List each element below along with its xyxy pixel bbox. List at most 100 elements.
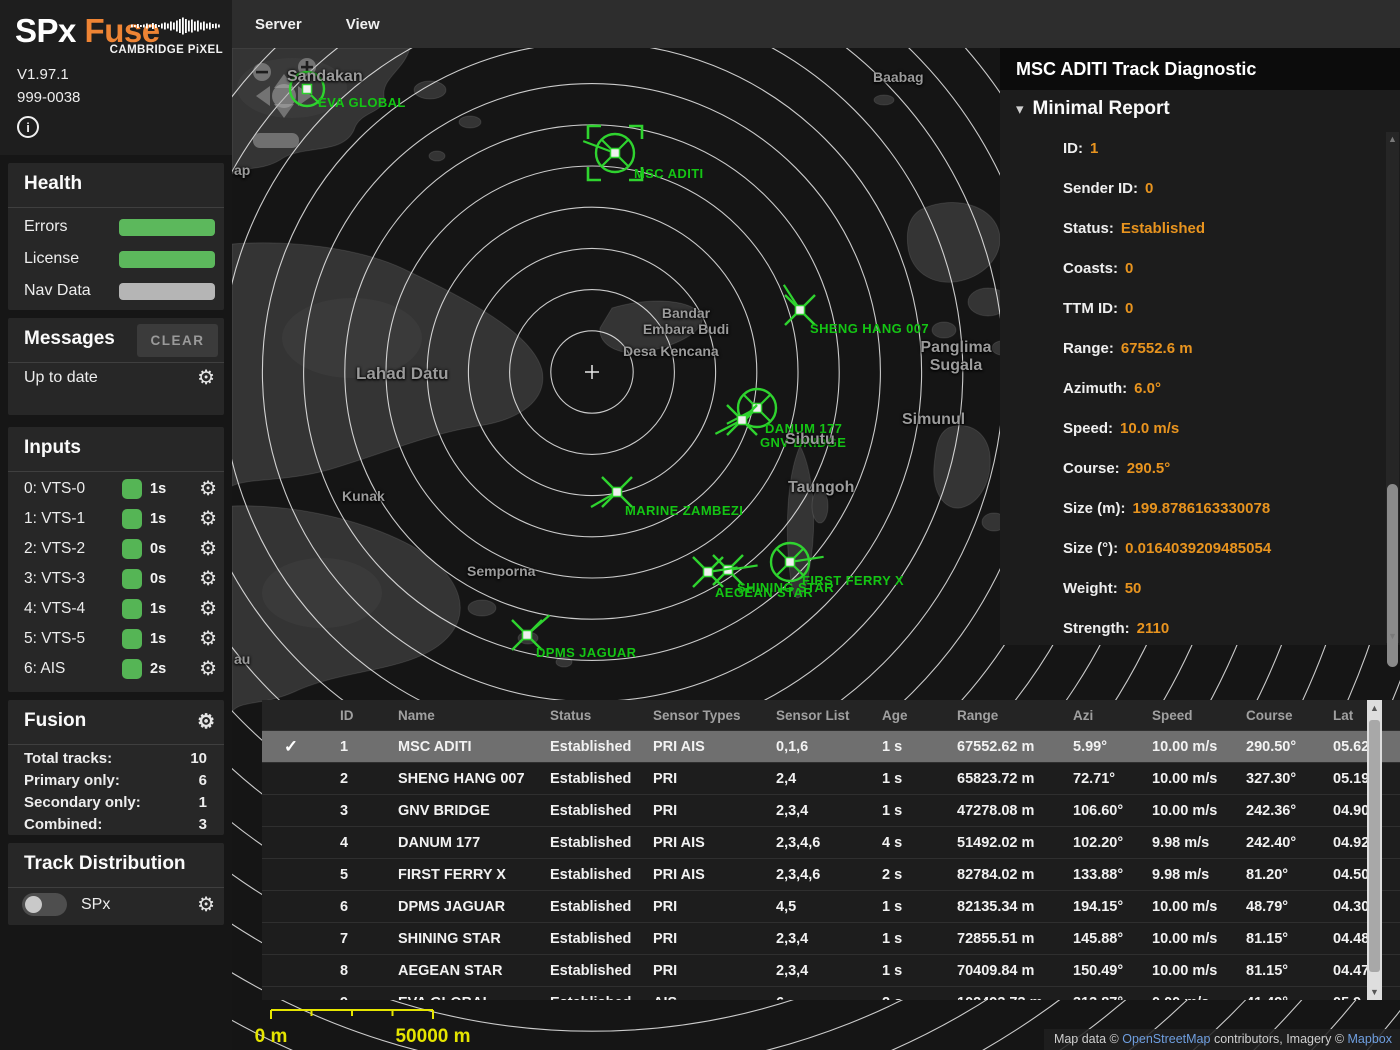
column-header[interactable]: Name: [398, 707, 435, 723]
gear-icon[interactable]: ⚙: [197, 367, 215, 389]
diagnostic-field: Range: 67552.6 m: [1063, 328, 1380, 368]
diagnostic-scrollbar[interactable]: ▲ ▼: [1386, 132, 1399, 667]
table-row[interactable]: 2 SHENG HANG 007 Established PRI 2,4 1 s 65823…: [262, 762, 1400, 794]
pan-right-button[interactable]: [298, 86, 312, 106]
errors-status-bar: [119, 218, 215, 236]
map-pan-zoom-controls[interactable]: [253, 58, 316, 148]
cell-course: 41.49°: [1246, 995, 1333, 1001]
spx-toggle[interactable]: [22, 893, 67, 916]
track-symbol-msc-aditi[interactable]: [582, 124, 644, 182]
field-value: 10.0 m/s: [1120, 419, 1180, 437]
minimal-report-header[interactable]: ▾ Minimal Report: [1016, 98, 1170, 120]
cell-age: 2 s: [882, 995, 957, 1001]
input-row: 0: VTS-0 1s ⚙: [24, 474, 217, 504]
cell-types: PRI AIS: [653, 834, 705, 851]
openstreetmap-link[interactable]: OpenStreetMap: [1122, 1032, 1211, 1046]
table-row[interactable]: 9EVA GLOBALEstablishedAIS62 s102493.73 m…: [262, 986, 1400, 1000]
diagnostic-field: ID: 1: [1063, 128, 1380, 168]
column-header[interactable]: Range: [957, 707, 999, 723]
table-row[interactable]: ✓ 1 MSC ADITI Established PRI AIS 0,1,6 1 s 675…: [262, 730, 1400, 762]
track-symbol-aegean-star[interactable]: [692, 556, 738, 588]
scroll-up-icon[interactable]: ▲: [1370, 703, 1379, 713]
fusion-row: Primary only: 6: [24, 769, 207, 791]
gear-icon[interactable]: ⚙: [197, 711, 215, 733]
minus-icon: [256, 70, 268, 74]
cell-lat: 05.9: [1333, 995, 1400, 1001]
cell-azi: 145.88°: [1073, 930, 1124, 947]
cell-name: MSC ADITI: [398, 738, 472, 755]
scroll-down-icon[interactable]: ▼: [1388, 631, 1397, 641]
pan-down-button[interactable]: [274, 104, 294, 118]
table-row[interactable]: 3 GNV BRIDGE Established PRI 2,3,4 1 s 47278.0…: [262, 794, 1400, 826]
pan-up-button[interactable]: [274, 74, 294, 88]
chevron-down-icon: ▾: [1016, 101, 1024, 118]
diagnostic-field: Weight: 50: [1063, 568, 1380, 608]
clear-button[interactable]: CLEAR: [137, 324, 218, 357]
info-icon[interactable]: i: [17, 116, 39, 138]
column-header[interactable]: Status: [550, 707, 592, 723]
gear-icon[interactable]: ⚙: [199, 508, 217, 530]
menu-bar: Server View: [232, 0, 1400, 48]
gear-icon[interactable]: ⚙: [199, 478, 217, 500]
table-scrollbar[interactable]: ▲ ▼: [1367, 700, 1382, 1000]
cell-age: 4 s: [882, 834, 903, 851]
gear-icon[interactable]: ⚙: [197, 893, 215, 916]
table-row[interactable]: 4 DANUM 177 Established PRI AIS 2,3,4,6 4 s 51…: [262, 826, 1400, 858]
column-header[interactable]: Course: [1246, 707, 1293, 723]
gear-icon[interactable]: ⚙: [199, 538, 217, 560]
track-label: SHENG HANG 007: [810, 321, 929, 336]
track-symbol-first-ferry-x[interactable]: [769, 541, 824, 583]
health-label: Nav Data: [24, 282, 91, 299]
input-status-indicator: [122, 629, 142, 649]
table-row[interactable]: 6 DPMS JAGUAR Established PRI 4,5 1 s 82135.34…: [262, 890, 1400, 922]
cell-age: 1 s: [882, 802, 903, 819]
track-symbol-eva-global[interactable]: [288, 70, 326, 108]
track-symbol-gnv-bridge[interactable]: [714, 404, 758, 436]
menu-item-server[interactable]: Server: [255, 15, 302, 33]
cell-name: AEGEAN STAR: [398, 962, 503, 979]
fusion-label: Combined:: [24, 815, 103, 833]
cell-speed: 10.00 m/s: [1152, 962, 1218, 979]
input-status-indicator: [122, 509, 142, 529]
track-table: ID Name Status Sensor Types Sensor List Age Ra…: [262, 700, 1400, 1000]
scroll-up-icon[interactable]: ▲: [1388, 134, 1397, 144]
input-label: 5: VTS-5: [24, 630, 86, 647]
column-header[interactable]: Sensor List: [776, 707, 850, 723]
column-header[interactable]: Age: [882, 707, 908, 723]
cell-lat: 05.62: [1333, 738, 1370, 755]
field-value: 199.8786163330078: [1132, 499, 1271, 517]
map-control-pill[interactable]: [253, 133, 299, 148]
cell-id: 1: [340, 738, 349, 755]
scrollbar-thumb[interactable]: [1387, 484, 1398, 667]
gear-icon[interactable]: ⚙: [199, 628, 217, 650]
input-age: 1s: [150, 481, 167, 497]
column-header[interactable]: ID: [340, 707, 354, 723]
fusion-panel: Fusion ⚙ Total tracks: 10 Primary only: 6 Se…: [8, 700, 224, 835]
menu-item-view[interactable]: View: [345, 15, 380, 33]
column-header[interactable]: Sensor Types: [653, 707, 741, 723]
cell-status: Established: [550, 834, 632, 851]
scroll-down-icon[interactable]: ▼: [1370, 987, 1379, 997]
track-symbol-dpms-jaguar[interactable]: [511, 614, 551, 651]
gear-icon[interactable]: ⚙: [199, 568, 217, 590]
track-symbol-marine-zambezi[interactable]: [590, 476, 633, 508]
cell-id: 3: [340, 802, 349, 819]
gear-icon[interactable]: ⚙: [199, 598, 217, 620]
scrollbar-thumb[interactable]: [1369, 720, 1380, 972]
table-row[interactable]: 8 AEGEAN STAR Established PRI 2,3,4 1 s 70409.…: [262, 954, 1400, 986]
column-header[interactable]: Azi: [1073, 707, 1094, 723]
column-header[interactable]: Speed: [1152, 707, 1193, 723]
diagnostic-field: Sender ID: 0: [1063, 168, 1380, 208]
track-symbol-sheng-hang-007[interactable]: [782, 284, 816, 326]
pan-left-button[interactable]: [256, 86, 270, 106]
table-row[interactable]: 7 SHINING STAR Established PRI 2,3,4 1 s 72855…: [262, 922, 1400, 954]
mapbox-link[interactable]: Mapbox: [1347, 1032, 1392, 1046]
cell-range: 70409.84 m: [957, 962, 1035, 979]
table-header-row: ID Name Status Sensor Types Sensor List Age Ra…: [262, 700, 1400, 730]
column-header[interactable]: Lat: [1333, 707, 1354, 723]
gear-icon[interactable]: ⚙: [199, 658, 217, 680]
cell-speed: 9.98 m/s: [1152, 834, 1210, 851]
cell-lat: 04.50: [1333, 866, 1370, 883]
table-row[interactable]: 5 FIRST FERRY X Established PRI AIS 2,3,4,6 2…: [262, 858, 1400, 890]
input-row: 3: VTS-3 0s ⚙: [24, 564, 217, 594]
